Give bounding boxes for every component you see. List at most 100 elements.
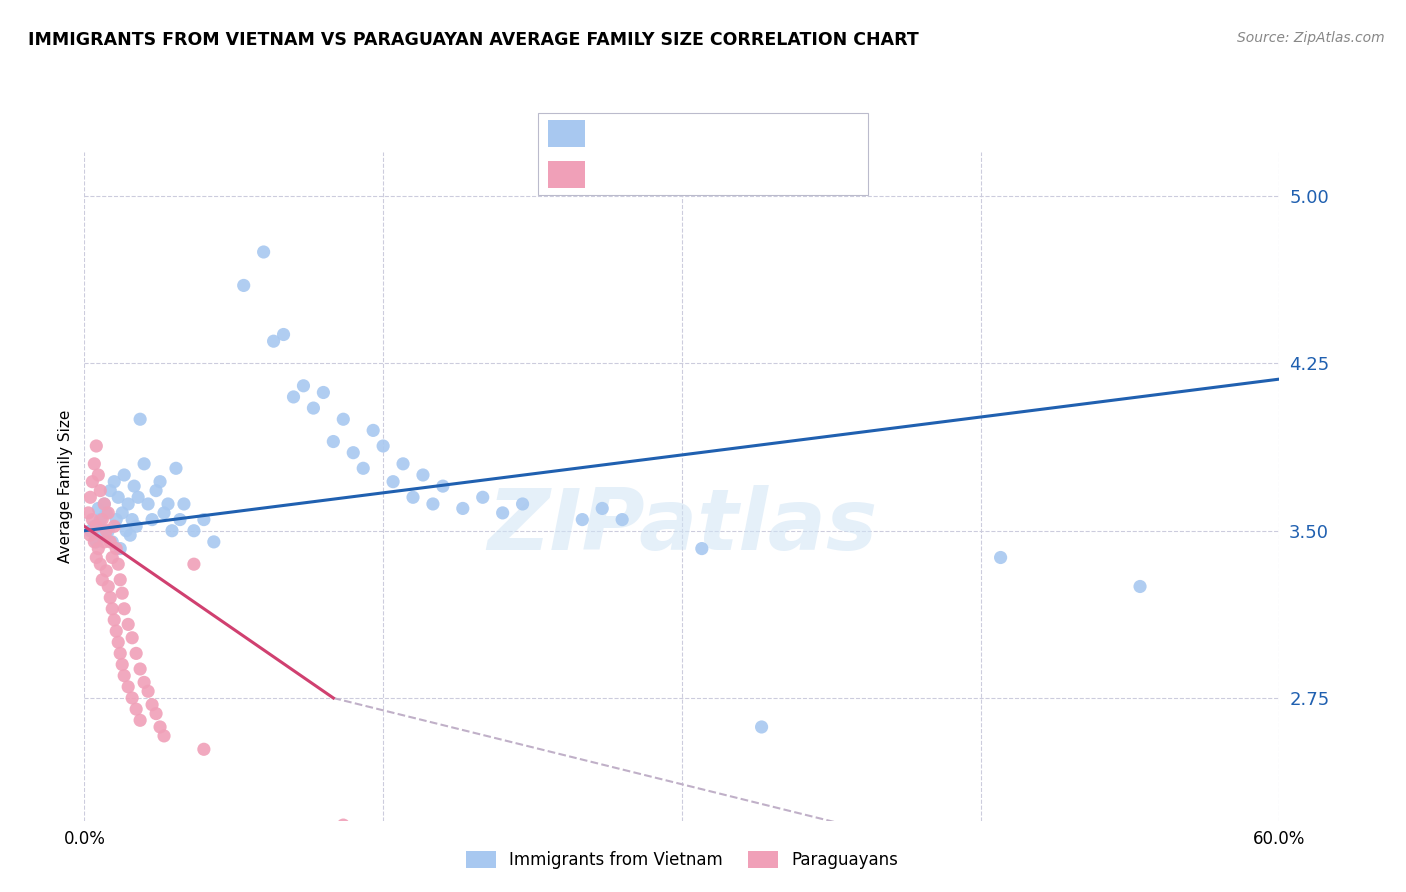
Legend: Immigrants from Vietnam, Paraguayans: Immigrants from Vietnam, Paraguayans: [460, 845, 904, 876]
Point: [89, 557, 111, 571]
Point: [93, 497, 115, 511]
Point: [283, 390, 305, 404]
Bar: [548, 120, 585, 147]
Point: [96, 524, 118, 538]
Point: [107, 557, 129, 571]
Point: [153, 506, 176, 520]
Point: [1129, 580, 1152, 594]
Point: [98, 483, 121, 498]
Point: [83, 519, 105, 533]
Point: [96, 564, 118, 578]
Point: [571, 512, 593, 526]
Text: -0.401: -0.401: [650, 165, 713, 183]
Point: [89, 483, 111, 498]
Point: [110, 573, 132, 587]
Text: 67: 67: [790, 165, 815, 183]
Point: [87, 501, 110, 516]
Point: [432, 479, 454, 493]
Point: [86, 534, 108, 549]
Point: [202, 534, 225, 549]
Point: [91, 573, 114, 587]
Point: [87, 467, 110, 482]
Point: [121, 690, 143, 705]
Point: [125, 519, 148, 533]
Point: [93, 497, 115, 511]
Point: [141, 698, 163, 712]
Point: [86, 550, 108, 565]
Point: [120, 528, 142, 542]
Point: [332, 818, 354, 832]
Point: [111, 506, 134, 520]
Point: [193, 742, 215, 756]
Point: [110, 541, 132, 556]
Point: [145, 483, 167, 498]
Point: [83, 457, 105, 471]
Point: [121, 512, 143, 526]
Point: [153, 729, 176, 743]
Point: [492, 506, 515, 520]
Point: [361, 424, 384, 438]
Point: [610, 512, 633, 526]
Point: [105, 512, 128, 526]
Point: [105, 541, 128, 556]
Point: [77, 506, 100, 520]
Point: [371, 439, 394, 453]
Text: R =: R =: [599, 165, 637, 183]
Point: [136, 497, 159, 511]
Point: [117, 497, 139, 511]
Point: [110, 646, 132, 660]
Point: [97, 506, 120, 520]
Point: [103, 475, 125, 489]
Point: [112, 602, 135, 616]
Point: [412, 467, 434, 482]
Text: Source: ZipAtlas.com: Source: ZipAtlas.com: [1237, 31, 1385, 45]
Point: [97, 524, 120, 538]
Point: [273, 327, 295, 342]
Point: [183, 557, 205, 571]
Point: [129, 714, 152, 728]
Point: [127, 491, 149, 505]
Point: [107, 635, 129, 649]
Point: [263, 334, 285, 349]
Point: [149, 720, 172, 734]
Point: [97, 580, 120, 594]
Point: [690, 541, 713, 556]
Point: [98, 591, 121, 605]
Text: ZIPatlas: ZIPatlas: [486, 484, 877, 568]
Point: [122, 479, 145, 493]
Point: [512, 497, 534, 511]
Point: [451, 501, 474, 516]
Point: [149, 475, 172, 489]
Point: [402, 491, 425, 505]
FancyBboxPatch shape: [537, 113, 869, 194]
Point: [591, 501, 613, 516]
Point: [157, 497, 180, 511]
Y-axis label: Average Family Size: Average Family Size: [58, 409, 73, 563]
Point: [112, 669, 135, 683]
Point: [101, 602, 124, 616]
Text: N =: N =: [737, 165, 776, 183]
Point: [103, 519, 125, 533]
Point: [82, 475, 104, 489]
Point: [101, 550, 124, 565]
Point: [86, 439, 108, 453]
Point: [302, 401, 325, 416]
Point: [141, 512, 163, 526]
Point: [93, 534, 115, 549]
Point: [136, 684, 159, 698]
Point: [105, 624, 128, 639]
Point: [173, 497, 195, 511]
Point: [115, 524, 138, 538]
Text: IMMIGRANTS FROM VIETNAM VS PARAGUAYAN AVERAGE FAMILY SIZE CORRELATION CHART: IMMIGRANTS FROM VIETNAM VS PARAGUAYAN AV…: [28, 31, 920, 49]
Point: [990, 550, 1012, 565]
Point: [352, 461, 374, 475]
Text: 71: 71: [790, 125, 815, 143]
Point: [125, 646, 148, 660]
Text: R =: R =: [599, 125, 637, 143]
Point: [101, 534, 124, 549]
Point: [193, 512, 215, 526]
Point: [89, 512, 111, 526]
Point: [471, 491, 494, 505]
Point: [342, 445, 364, 460]
Point: [121, 631, 143, 645]
